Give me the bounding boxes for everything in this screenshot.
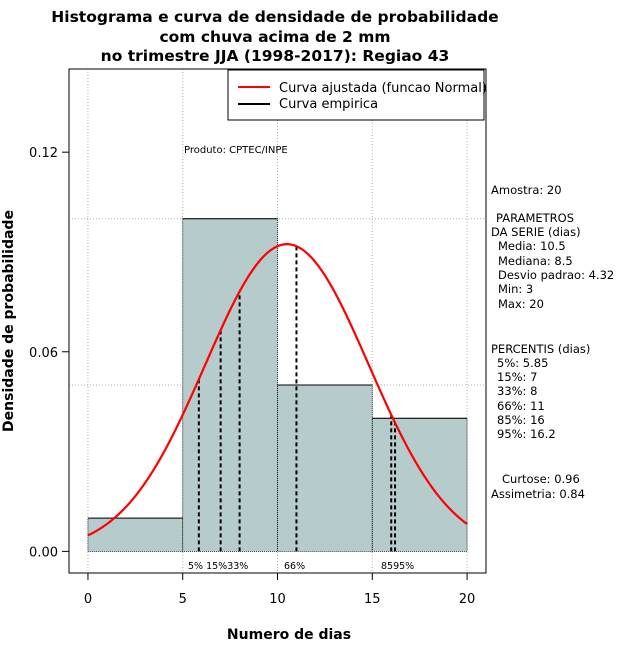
chart-title-line-2: com chuva acima de 2 mm <box>159 28 390 46</box>
histogram-bars <box>87 218 468 552</box>
percentile-label-66: 66% <box>284 561 305 572</box>
percentile-33: 33%: 8 <box>497 384 537 398</box>
chart-title-line-3: no trimestre JJA (1998-2017): Regiao 43 <box>101 47 450 65</box>
side-panel: Amostra: 20 PARAMETROS DA SERIE (dias) M… <box>491 183 614 501</box>
x-axis-title: Numero de dias <box>227 627 351 643</box>
y-tick-label: 0.12 <box>29 146 58 161</box>
histogram-bar <box>87 517 184 552</box>
param-max: Max: 20 <box>498 297 544 311</box>
product-label: Produto: CPTEC/INPE <box>184 145 288 156</box>
param-median: Mediana: 8.5 <box>498 254 573 268</box>
param-mean: Media: 10.5 <box>498 239 566 253</box>
legend-box <box>227 69 485 121</box>
y-axis: 0.00 0.06 0.12 <box>29 146 70 560</box>
legend-label-fitted: Curva ajustada (funcao Normal) <box>279 81 487 96</box>
fitted-normal-curve <box>87 243 468 537</box>
skewness: Assimetria: 0.84 <box>491 487 585 501</box>
kurtosis: Curtose: 0.96 <box>502 472 580 486</box>
sample-size: Amostra: 20 <box>491 183 562 197</box>
legend: Curva ajustada (funcao Normal) Curva emp… <box>227 69 487 121</box>
percentile-lines <box>197 246 397 552</box>
param-min: Min: 3 <box>498 282 533 296</box>
params-header: PARAMETROS <box>496 211 574 225</box>
x-tick-label: 0 <box>84 592 92 607</box>
x-tick-label: 10 <box>269 592 286 607</box>
percentile-15: 15%: 7 <box>497 370 537 384</box>
y-tick-label: 0.00 <box>29 545 58 560</box>
fitted-curve-layer <box>87 243 468 537</box>
params-subheader: DA SERIE (dias) <box>491 225 581 239</box>
chart-title-line-1: Histograma e curva de densidade de proba… <box>51 8 498 26</box>
x-tick-label: 5 <box>179 592 187 607</box>
percentile-label-85-95: 8595% <box>381 561 414 572</box>
x-tick-label: 20 <box>459 592 476 607</box>
param-sd: Desvio padrao: 4.32 <box>498 268 614 282</box>
histogram-bar <box>182 218 278 552</box>
y-tick-label: 0.06 <box>29 346 58 361</box>
legend-label-empirical: Curva empirica <box>279 97 378 112</box>
x-tick-label: 15 <box>364 592 381 607</box>
y-axis-title: Densidade de probabilidade <box>1 210 17 432</box>
x-axis: 0 5 10 15 20 <box>84 572 476 607</box>
percentile-66: 66%: 11 <box>497 399 545 413</box>
percentile-85: 85%: 16 <box>497 413 545 427</box>
percentile-label-5-15-33: 5% 15%33% <box>188 561 248 572</box>
histogram-bar <box>371 417 468 552</box>
percentile-95: 95%: 16.2 <box>497 427 556 441</box>
percentis-header: PERCENTIS (dias) <box>491 342 590 356</box>
histogram-bar <box>277 384 373 552</box>
percentile-5: 5%: 5.85 <box>497 356 548 370</box>
